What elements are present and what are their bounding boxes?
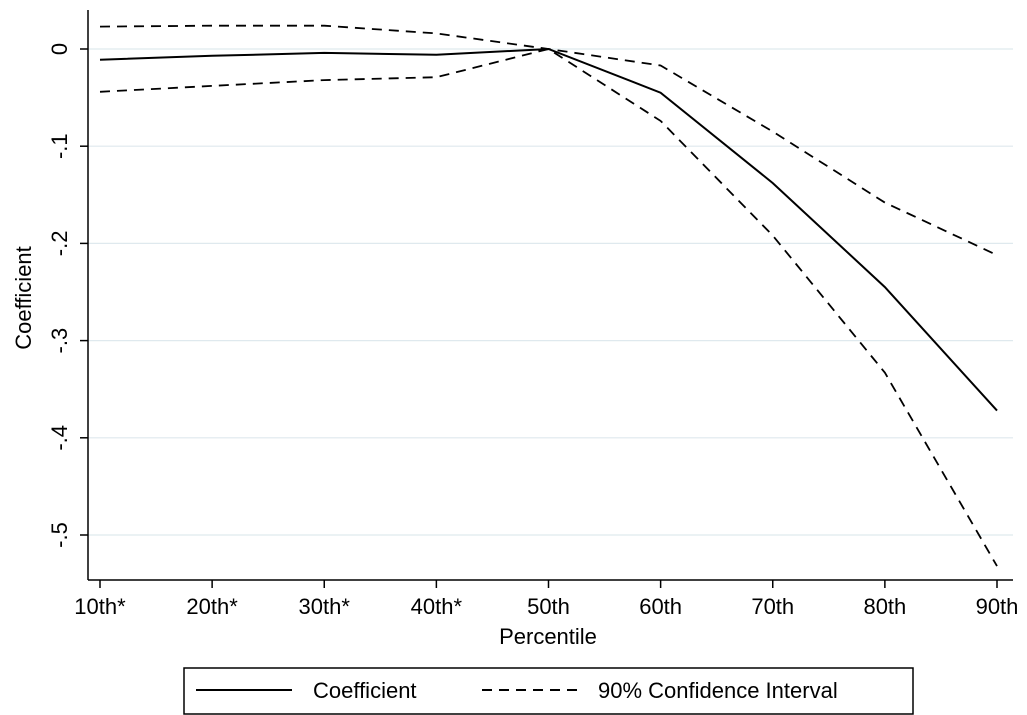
x-tick-label: 70th <box>751 594 794 619</box>
x-tick-label: 10th* <box>74 594 126 619</box>
x-tick-label: 40th* <box>411 594 463 619</box>
x-tick-label: 20th* <box>186 594 238 619</box>
legend-box <box>183 667 914 715</box>
x-tick-label: 60th <box>639 594 682 619</box>
ci-upper-line <box>99 24 998 256</box>
ci-lower-line <box>99 48 998 567</box>
y-tick-label: -.5 <box>47 522 72 548</box>
gridlines <box>88 48 1013 536</box>
y-tick-label: -.1 <box>47 133 72 159</box>
x-tick-label: 30th* <box>299 594 351 619</box>
ticks: 0 -.1 -.2 -.3 -.4 -.5 10th* 20th* 30th* 40th* 50th… <box>47 43 1018 619</box>
legend-label-coefficient: Coefficient <box>313 678 417 703</box>
y-tick-label: -.2 <box>47 231 72 257</box>
y-tick-label: 0 <box>47 43 72 55</box>
y-tick-label: -.3 <box>47 328 72 354</box>
x-axis-title: Percentile <box>499 624 597 649</box>
x-tick-label: 80th <box>863 594 906 619</box>
x-tick-label: 90th <box>976 594 1019 619</box>
axes <box>87 10 1013 581</box>
series <box>99 24 998 567</box>
x-tick-label: 50th <box>527 594 570 619</box>
y-tick-label: -.4 <box>47 425 72 451</box>
coefficient-line <box>99 47 998 412</box>
legend-label-confidence-interval: 90% Confidence Interval <box>598 678 838 703</box>
y-axis-title: Coefficient <box>11 246 36 350</box>
legend: Coefficient 90% Confidence Interval <box>183 667 914 715</box>
